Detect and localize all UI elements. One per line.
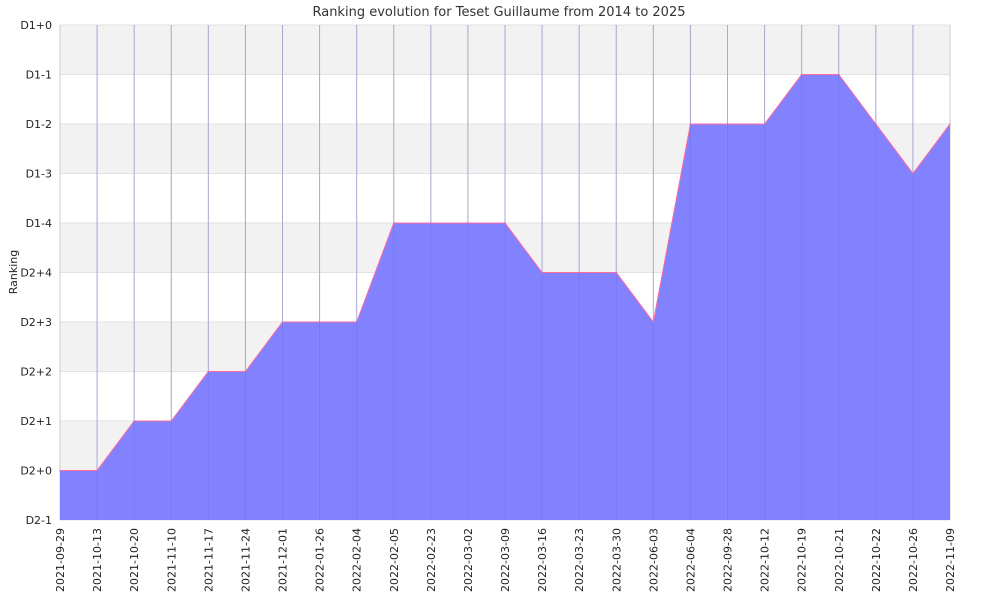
x-tick-label: 2022-10-12 xyxy=(759,528,772,592)
data-point xyxy=(244,370,247,373)
x-tick-label: 2022-06-04 xyxy=(684,528,697,592)
x-tick-labels: 2021-09-29 2021-10-13 2021-10-20 2021-11-10… xyxy=(54,528,957,592)
data-point xyxy=(318,321,321,323)
y-tick-label: D2+1 xyxy=(20,415,52,428)
data-point xyxy=(467,222,469,224)
x-tick-label: 2021-11-17 xyxy=(202,528,215,592)
data-point xyxy=(59,469,61,472)
data-point xyxy=(207,370,210,373)
y-tick-label: D1-2 xyxy=(26,118,52,131)
x-tick-label: 2021-12-01 xyxy=(277,528,290,592)
data-point xyxy=(578,271,580,274)
x-tick-label: 2022-02-04 xyxy=(351,528,364,592)
x-tick-label: 2022-03-23 xyxy=(573,528,586,592)
data-point xyxy=(504,222,506,224)
data-point xyxy=(133,420,135,422)
x-tick-label: 2022-02-23 xyxy=(425,528,438,592)
data-point xyxy=(541,271,543,274)
data-point xyxy=(170,420,173,422)
x-tick-label: 2022-03-16 xyxy=(536,528,549,592)
y-tick-label: D1-1 xyxy=(26,69,52,82)
y-axis-label: Ranking xyxy=(7,250,20,295)
data-point xyxy=(392,222,395,224)
y-tick-label: D1-4 xyxy=(26,217,52,230)
data-point xyxy=(652,321,655,323)
data-point xyxy=(949,123,951,125)
x-tick-label: 2022-02-05 xyxy=(388,528,401,592)
x-tick-label: 2022-10-21 xyxy=(833,528,846,592)
x-tick-label: 2021-11-10 xyxy=(165,528,178,592)
chart-title: Ranking evolution for Teset Guillaume fr… xyxy=(312,5,685,20)
x-tick-label: 2021-10-20 xyxy=(128,528,141,592)
y-tick-label: D1+0 xyxy=(20,19,52,32)
x-tick-label: 2022-03-09 xyxy=(499,528,512,592)
y-tick-label: D2-1 xyxy=(26,514,52,527)
data-point xyxy=(875,123,877,125)
series-area xyxy=(60,74,950,520)
x-tick-label: 2021-09-29 xyxy=(54,528,67,592)
y-tick-label: D2+2 xyxy=(20,366,52,379)
y-tick-label: D2+0 xyxy=(20,465,52,478)
y-tick-label: D1-3 xyxy=(26,168,52,181)
x-tick-label: 2022-10-22 xyxy=(870,528,883,592)
data-point xyxy=(281,321,284,323)
data-point xyxy=(615,271,618,274)
y-tick-label: D2+4 xyxy=(20,267,52,280)
area-layer xyxy=(59,25,951,520)
data-point xyxy=(726,123,729,125)
data-point xyxy=(800,73,803,76)
data-point xyxy=(763,123,766,125)
x-tick-label: 2022-03-02 xyxy=(462,528,475,592)
data-point xyxy=(355,321,358,323)
x-tick-label: 2022-10-26 xyxy=(907,528,920,592)
x-tick-label: 2022-03-30 xyxy=(610,528,623,592)
x-tick-label: 2022-10-19 xyxy=(796,528,809,592)
data-point xyxy=(430,222,432,224)
y-tick-labels: D2-1 D2+0 D2+1 D2+2 D2+3 D2+4 D1-4 D1-3 D1-2 D1-1… xyxy=(20,19,52,527)
data-point xyxy=(837,73,840,76)
y-tick-label: D2+3 xyxy=(20,316,52,329)
x-tick-label: 2022-09-28 xyxy=(722,528,735,592)
x-tick-label: 2022-11-09 xyxy=(944,528,957,592)
data-point xyxy=(912,172,914,175)
x-tick-label: 2021-10-13 xyxy=(91,528,104,592)
data-point xyxy=(96,469,98,472)
data-point xyxy=(689,123,692,125)
x-tick-label: 2022-01-26 xyxy=(314,528,327,592)
x-tick-label: 2021-11-24 xyxy=(239,528,252,592)
x-tick-label: 2022-06-03 xyxy=(647,528,660,592)
